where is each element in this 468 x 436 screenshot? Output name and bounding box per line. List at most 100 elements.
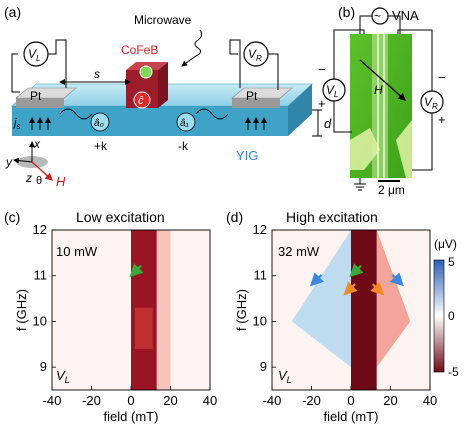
spin-wave-right	[195, 108, 229, 120]
colorbar-tick-top: 5	[448, 255, 455, 269]
d-xlabel: field (mT)	[324, 409, 379, 424]
d-ytick-label-3: 12	[253, 222, 267, 237]
h-field-arrow-b	[359, 59, 406, 101]
vl-label: VL	[28, 47, 40, 63]
d-xtick-label-0: -40	[263, 393, 282, 408]
plot-c: -40 -20 0 20 40 9 10 11 12 field (mT) f (GHz)	[14, 222, 217, 424]
scale-label: 2 μm	[378, 183, 405, 197]
colorbar-gradient	[433, 259, 445, 373]
c-xtick-label-1: -20	[82, 393, 101, 408]
c-xtick-label-3: 20	[163, 393, 177, 408]
c-xlabel: field (mT)	[104, 409, 159, 424]
minus-k-label: -k	[178, 139, 189, 153]
y-axis-label: y	[5, 155, 13, 169]
js-label: js	[12, 117, 20, 131]
c-mode-label: ĉ	[138, 95, 144, 107]
c-ytick-label-3: 12	[33, 222, 47, 237]
vr-plus: +	[438, 112, 446, 127]
d-xtick-label-3: 20	[383, 393, 397, 408]
d-xtick-label-4: 40	[423, 393, 437, 408]
c-ylabel: f (GHz)	[14, 289, 29, 331]
c-xtick-label-0: -40	[43, 393, 62, 408]
h-label-b: H	[374, 83, 383, 97]
c-annotation-arrow-0	[129, 263, 144, 278]
panel-c-title: Low excitation	[76, 209, 165, 225]
panel-a: (a) Pt Pt CoFeB Microwave ĉ s â₀	[4, 4, 332, 189]
c-xtick-label-4: 40	[203, 393, 217, 408]
yig-front-face	[12, 106, 288, 136]
panel-b: (b) H ~ VNA VL − + VR − + 2 μm	[318, 4, 446, 197]
d-ytick-label-2: 11	[254, 268, 268, 283]
a0-mode-label: â₀	[94, 118, 104, 129]
pt-left-label: Pt	[30, 89, 42, 103]
d-negative-branch	[291, 230, 351, 368]
microwave-label: Microwave	[134, 13, 192, 27]
vl-label-b: VL	[326, 83, 338, 99]
colorbar-tick-mid: 0	[448, 309, 455, 323]
s-label: s	[94, 67, 100, 81]
c-ytick-label-2: 11	[34, 268, 48, 283]
vl-plus: +	[318, 96, 326, 111]
x-axis-label: x	[33, 137, 41, 151]
d-positive-branch	[376, 230, 411, 368]
theta-label: θ	[36, 175, 42, 187]
d-strong-band	[351, 230, 377, 390]
d-xtick-label-1: -20	[302, 393, 321, 408]
precession-icon	[139, 65, 153, 79]
panel-a-label: (a)	[4, 4, 21, 20]
c-mode-circle	[133, 91, 151, 109]
vl-minus: −	[318, 62, 326, 77]
panel-d-title: High excitation	[286, 209, 378, 225]
panel-d-corner: VL	[278, 368, 292, 385]
d-ytick-label-0: 9	[260, 359, 267, 374]
vr-label: VR	[248, 47, 262, 63]
c-ytick-label-0: 9	[40, 359, 47, 374]
panel-d-label: (d)	[226, 209, 243, 225]
pt-right-front	[232, 98, 280, 108]
vr-minus: −	[438, 70, 446, 85]
a0-mode-circle	[90, 112, 110, 132]
svg-text:~: ~	[374, 9, 381, 23]
d-annotation-arrow-2	[343, 281, 358, 296]
panel-d: (d) High excitation -40 -20 0 20 40 9 10 11 12 fi…	[226, 209, 437, 424]
c-ytick-label-1: 10	[33, 313, 47, 328]
panel-d-power: 32 mW	[278, 244, 320, 259]
pt-left-front	[16, 98, 64, 108]
h-label: H	[56, 174, 66, 189]
d-ylabel: f (GHz)	[234, 289, 249, 331]
vna-label: VNA	[392, 8, 419, 23]
panel-c-power: 10 mW	[56, 244, 98, 259]
panel-b-label: (b)	[338, 4, 355, 20]
plus-k-label: +k	[94, 139, 108, 153]
panel-c-corner: VL	[56, 368, 70, 385]
panel-c: (c) Low excitation -40 -20 0 20 40 9 10 11 12 fie…	[4, 209, 217, 424]
pt-right-label: Pt	[246, 89, 258, 103]
cofeb-label: CoFeB	[121, 43, 158, 57]
spin-wave-left	[59, 108, 93, 120]
c-faint-band	[156, 230, 171, 390]
microwave-wave-icon	[181, 29, 203, 67]
ground-icon	[354, 178, 366, 191]
cofeb-side	[158, 62, 168, 108]
h-field-arrow	[31, 161, 53, 181]
d-annotation-arrow-1	[309, 272, 324, 287]
plot-d: -40 -20 0 20 40 9 10 11 12 field (mT) f (GHz)	[234, 222, 437, 424]
panel-c-label: (c)	[4, 209, 20, 225]
y-axis-arrow	[13, 157, 33, 164]
d-annotation-arrow-3	[370, 281, 385, 296]
d-annotation-arrow-4	[389, 272, 404, 287]
colorbar-unit: (μV)	[434, 237, 457, 251]
colorbar-tick-bottom: -5	[448, 365, 459, 379]
d-label: d	[324, 116, 332, 131]
vr-label-b: VR	[424, 95, 438, 111]
d-xtick-label-2: 0	[347, 393, 354, 408]
yig-label: YIG	[236, 148, 258, 163]
yig-side-face	[288, 84, 312, 136]
a1-mode-label: â₁	[180, 118, 189, 129]
colorbar: (μV) 5 0 -5	[433, 237, 459, 379]
d-annotation-arrow-0	[349, 263, 364, 278]
d-ytick-label-1: 10	[253, 313, 267, 328]
a1-mode-circle	[176, 112, 196, 132]
z-axis-label: z	[25, 171, 32, 185]
